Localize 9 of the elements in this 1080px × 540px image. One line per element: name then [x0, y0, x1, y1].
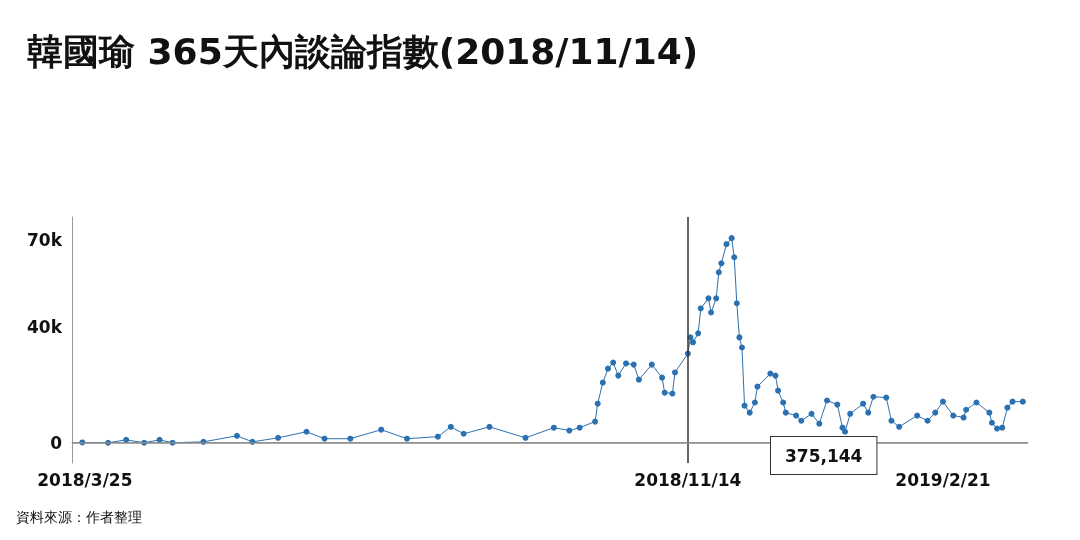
y-tick-label: 40k	[27, 316, 63, 337]
chart-title: 韓國瑜 365天內談論指數(2018/11/14)	[27, 30, 699, 72]
y-tick-label: 70k	[27, 230, 63, 251]
annotation: 375,144	[785, 445, 863, 466]
y-tick-label: 0	[50, 432, 63, 453]
x-tick-label: 2019/2/21	[895, 469, 991, 490]
x-tick-label: 2018/11/14	[634, 469, 742, 490]
source-note: 資料來源：作者整理	[16, 509, 142, 525]
x-tick-label: 2018/3/25	[37, 469, 133, 490]
